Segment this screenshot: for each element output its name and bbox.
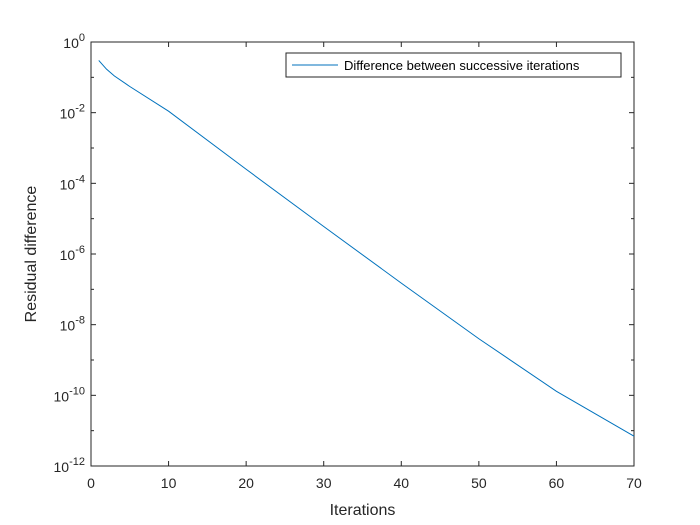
y-tick-label: 10-8	[60, 315, 85, 334]
x-tick-label: 10	[161, 475, 177, 491]
y-axis-title: Residual difference	[23, 186, 40, 323]
legend-label: Difference between successive iterations	[344, 58, 580, 73]
plot-area	[90, 41, 635, 467]
ticks-layer: 0 10 20 30 40 50 60 70 100 10-2 10-4 10-6 10-8 10-10 1…	[54, 32, 642, 491]
legend: Difference between successive iterations	[285, 52, 622, 78]
axes-box	[90, 41, 635, 467]
y-tick-label: 100	[63, 32, 85, 51]
y-tick-label: 10-4	[60, 173, 85, 192]
x-tick-label: 30	[316, 475, 332, 491]
y-tick-label: 10-10	[54, 385, 85, 404]
y-tick-label: 10-2	[60, 103, 85, 122]
series-layer	[98, 60, 635, 437]
x-tick-label: 40	[393, 475, 409, 491]
x-tick-label: 70	[626, 475, 642, 491]
x-axis-title: Iterations	[330, 502, 396, 519]
x-tick-label: 50	[471, 475, 487, 491]
x-tick-label: 0	[87, 475, 95, 491]
y-tick-label: 10-12	[54, 456, 85, 475]
y-tick-label: 10-6	[60, 244, 85, 263]
legend-box	[285, 52, 622, 78]
x-tick-label: 60	[549, 475, 565, 491]
series-line	[98, 60, 635, 437]
x-tick-label: 20	[238, 475, 254, 491]
